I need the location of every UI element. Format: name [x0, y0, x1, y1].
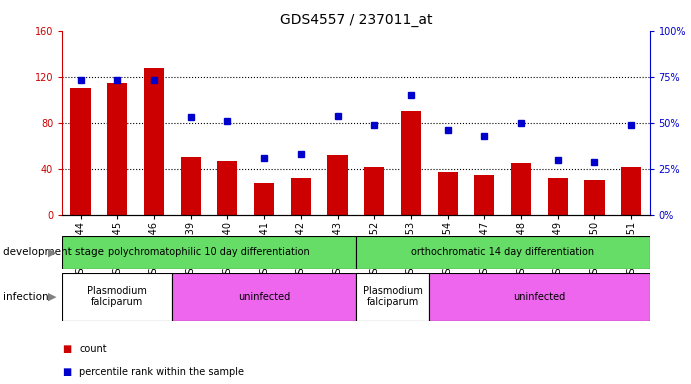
- Text: Plasmodium
falciparum: Plasmodium falciparum: [87, 286, 147, 308]
- Bar: [474, 175, 495, 215]
- Bar: [585, 180, 605, 215]
- Text: development stage: development stage: [3, 247, 104, 258]
- Text: ▶: ▶: [48, 291, 57, 302]
- Text: ▶: ▶: [48, 247, 57, 258]
- Bar: [291, 178, 311, 215]
- Bar: [511, 163, 531, 215]
- Bar: [401, 111, 421, 215]
- Bar: [217, 161, 238, 215]
- Title: GDS4557 / 237011_at: GDS4557 / 237011_at: [280, 13, 432, 27]
- Bar: [180, 157, 201, 215]
- Text: count: count: [79, 344, 107, 354]
- Bar: [356, 236, 650, 269]
- Text: uninfected: uninfected: [513, 291, 565, 302]
- Bar: [429, 273, 650, 321]
- Bar: [328, 155, 348, 215]
- Bar: [107, 83, 127, 215]
- Bar: [364, 167, 384, 215]
- Text: infection: infection: [3, 291, 49, 302]
- Bar: [70, 88, 91, 215]
- Text: Plasmodium
falciparum: Plasmodium falciparum: [363, 286, 422, 308]
- Bar: [621, 167, 641, 215]
- Bar: [437, 172, 457, 215]
- Bar: [254, 183, 274, 215]
- Text: orthochromatic 14 day differentiation: orthochromatic 14 day differentiation: [411, 247, 594, 258]
- Bar: [62, 236, 356, 269]
- Bar: [548, 178, 568, 215]
- Text: percentile rank within the sample: percentile rank within the sample: [79, 367, 245, 377]
- Bar: [356, 273, 429, 321]
- Text: polychromatophilic 10 day differentiation: polychromatophilic 10 day differentiatio…: [108, 247, 310, 258]
- Bar: [144, 68, 164, 215]
- Text: ■: ■: [62, 344, 71, 354]
- Text: ■: ■: [62, 367, 71, 377]
- Bar: [62, 273, 172, 321]
- Bar: [172, 273, 356, 321]
- Text: uninfected: uninfected: [238, 291, 290, 302]
